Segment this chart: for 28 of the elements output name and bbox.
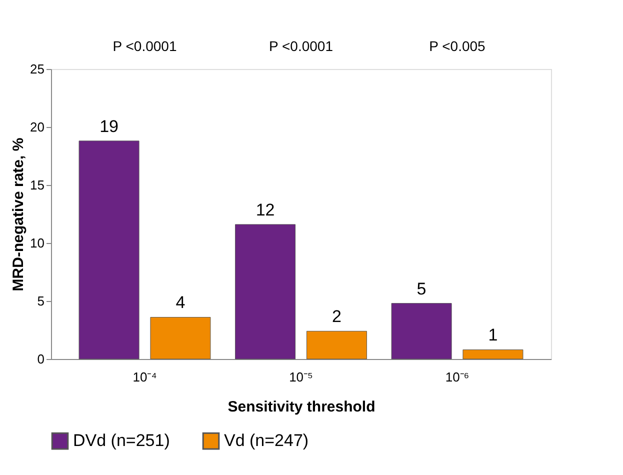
text: P <0.0001 (269, 38, 334, 54)
data-label: 5 (416, 279, 426, 298)
x-axis-title: Sensitivity threshold (228, 398, 376, 416)
y-tick-label: 10 (30, 236, 44, 250)
x-tick-label: 10⁻⁵ (289, 370, 313, 384)
y-axis-title: MRD-negative rate, % (10, 138, 28, 292)
text: P <0.005 (429, 38, 486, 54)
bar (391, 303, 452, 360)
bar (462, 349, 524, 360)
y-tick-label: 25 (30, 62, 44, 76)
data-label: 19 (100, 116, 118, 136)
data-label: 4 (176, 293, 186, 312)
y-tick-label: 5 (37, 294, 44, 308)
bar (235, 224, 296, 360)
x-tick-label: 10⁻⁴ (132, 370, 157, 384)
legend-label: DVd (n=251) (73, 431, 170, 450)
data-label: 2 (332, 307, 342, 326)
y-tick-label: 0 (37, 352, 44, 366)
bar (150, 316, 211, 360)
data-label: 1 (488, 326, 498, 345)
y-tick-label: 20 (30, 120, 44, 134)
x-tick-label: 10⁻⁶ (445, 370, 470, 384)
legend-label: Vd (n=247) (224, 431, 309, 450)
text: P <0.0001 (112, 38, 177, 54)
bar (306, 330, 367, 360)
bar (78, 140, 140, 360)
data-label: 12 (256, 200, 275, 220)
y-tick-label: 15 (30, 178, 44, 192)
